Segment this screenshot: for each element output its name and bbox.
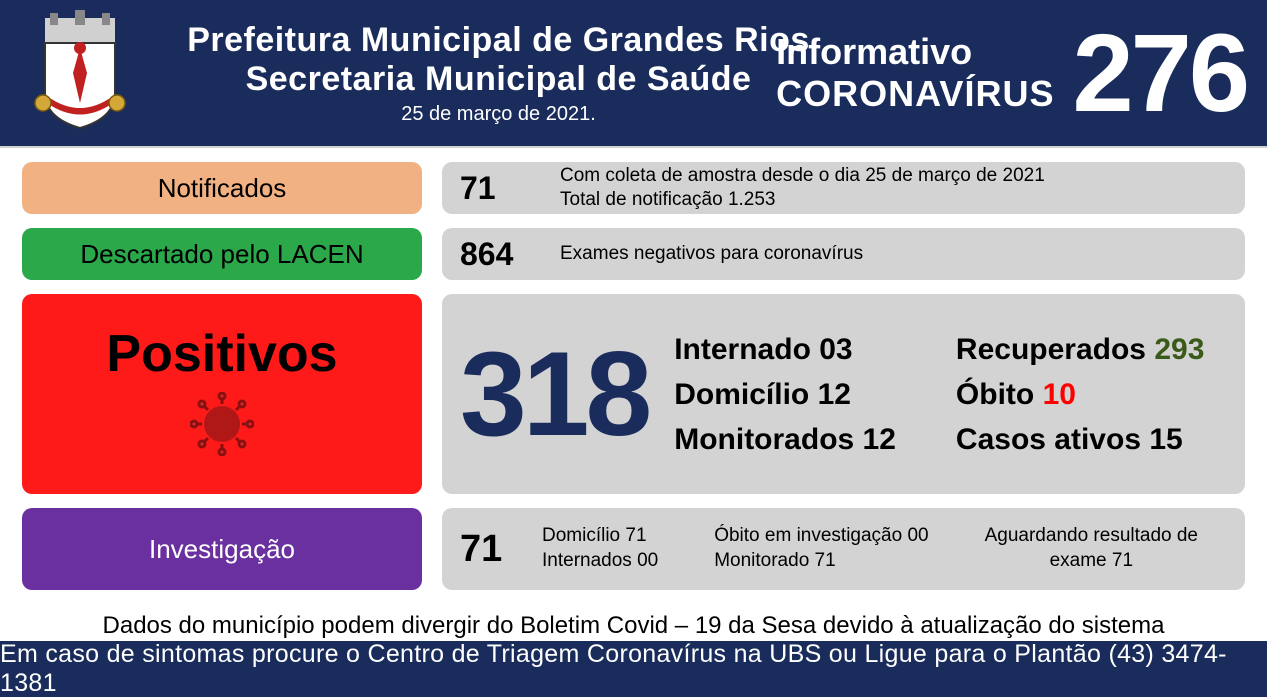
investigacao-data: 71 Domicílio 71 Internados 00 Óbito em i… xyxy=(442,508,1245,590)
notificados-data: 71 Com coleta de amostra desde o dia 25 … xyxy=(442,162,1245,214)
notificados-label: Notificados xyxy=(22,162,422,214)
crest-icon xyxy=(25,8,135,138)
descartado-number: 864 xyxy=(460,236,540,273)
positivos-data: 318 Internado 03 Domicílio 12 Monitorado… xyxy=(442,294,1245,494)
investigacao-col3: Aguardando resultado de exame 71 xyxy=(985,524,1198,573)
title-line2: Secretaria Municipal de Saúde xyxy=(246,60,752,99)
content: Notificados 71 Com coleta de amostra des… xyxy=(0,148,1267,640)
val-domicilio: Domicílio 12 xyxy=(674,372,896,417)
municipal-crest xyxy=(0,0,160,146)
inv-await1: Aguardando resultado de xyxy=(985,524,1198,549)
row-investigacao: Investigação 71 Domicílio 71 Internados … xyxy=(22,508,1245,590)
descartado-label: Descartado pelo LACEN xyxy=(22,228,422,280)
descartado-desc: Exames negativos para coronavírus xyxy=(560,242,863,266)
inv-domicilio: Domicílio 71 xyxy=(542,524,658,549)
positivos-title: Positivos xyxy=(106,324,337,384)
header: Prefeitura Municipal de Grandes Rios Sec… xyxy=(0,0,1267,148)
inv-await2: exame 71 xyxy=(985,549,1198,574)
val-internado: Internado 03 xyxy=(674,327,896,372)
bulletin-label1: Informativo xyxy=(776,31,1054,73)
positivos-col2: Recuperados 293 Óbito 10 Casos ativos 15 xyxy=(956,327,1204,462)
investigacao-number: 71 xyxy=(460,528,516,571)
descartado-data: 864 Exames negativos para coronavírus xyxy=(442,228,1245,280)
notificados-number: 71 xyxy=(460,170,540,207)
val-monitorados: Monitorados 12 xyxy=(674,417,896,462)
inv-obito: Óbito em investigação 00 xyxy=(714,524,928,549)
positivos-number: 318 xyxy=(460,334,648,454)
virus-icon xyxy=(190,392,254,456)
val-obito: Óbito 10 xyxy=(956,372,1204,417)
row-notificados: Notificados 71 Com coleta de amostra des… xyxy=(22,162,1245,214)
positivos-col1: Internado 03 Domicílio 12 Monitorados 12 xyxy=(674,327,896,462)
val-recuperados: Recuperados 293 xyxy=(956,327,1204,372)
row-descartado: Descartado pelo LACEN 864 Exames negativ… xyxy=(22,228,1245,280)
bulletin-label2: CORONAVÍRUS xyxy=(776,73,1054,115)
bulletin-number: 276 xyxy=(1072,24,1247,123)
bulletin-block: Informativo CORONAVÍRUS 276 xyxy=(837,0,1267,146)
positivos-label: Positivos xyxy=(22,294,422,494)
notificados-desc2: Total de notificação 1.253 xyxy=(560,188,1045,212)
title-line1: Prefeitura Municipal de Grandes Rios xyxy=(187,21,810,60)
val-casos-ativos: Casos ativos 15 xyxy=(956,417,1204,462)
notificados-desc1: Com coleta de amostra desde o dia 25 de … xyxy=(560,164,1045,188)
row-positivos: Positivos 318 Internado 03 xyxy=(22,294,1245,494)
investigacao-col2: Óbito em investigação 00 Monitorado 71 xyxy=(714,524,928,573)
disclaimer-note: Dados do município podem divergir do Bol… xyxy=(22,612,1245,640)
inv-internados: Internados 00 xyxy=(542,549,658,574)
investigacao-col1: Domicílio 71 Internados 00 xyxy=(542,524,658,573)
footer: Em caso de sintomas procure o Centro de … xyxy=(0,641,1267,697)
inv-monitorado: Monitorado 71 xyxy=(714,549,928,574)
investigacao-label: Investigação xyxy=(22,508,422,590)
header-date: 25 de março de 2021. xyxy=(401,103,596,126)
header-titles: Prefeitura Municipal de Grandes Rios Sec… xyxy=(160,0,837,146)
